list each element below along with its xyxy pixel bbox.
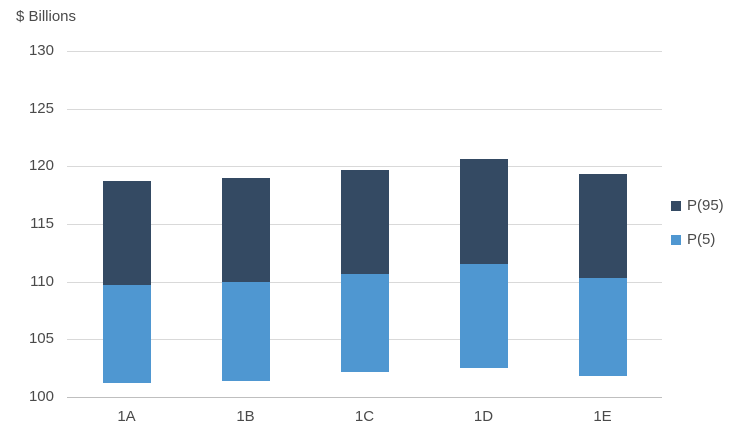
chart-title: $ Billions [16,8,77,25]
x-tick-label-1B: 1B [236,408,255,425]
gridline-130 [67,51,662,52]
x-tick-label-1C: 1C [354,408,375,425]
bar-1B-p95 [221,177,270,282]
y-tick-label-105: 105 [28,330,54,348]
legend-swatch-p5-icon [671,234,681,245]
x-tick-label-1E: 1E [593,408,612,425]
bar-1E-p5 [578,278,627,377]
y-tick-label-100: 100 [28,388,54,405]
y-tick-label-115: 115 [30,215,54,232]
x-tick-label-1A: 1A [117,408,136,425]
bar-1A-p95 [102,181,151,286]
bar-1E-p95 [578,174,627,279]
y-tick-label-120: 120 [28,157,54,175]
x-axis-line [67,397,662,398]
legend-label-p5: P(5) [687,231,716,248]
plot-area [67,51,662,398]
legend-label-p95: P(95) [687,197,724,214]
y-tick-label-130: 130 [28,42,54,59]
gridline-120 [67,166,662,168]
bar-1C-p5 [340,273,389,372]
bar-1D-p95 [459,159,508,265]
x-tick-label-1D: 1D [473,408,494,425]
y-tick-label-110: 110 [30,272,54,290]
legend-item-p95: P(95) [671,197,724,214]
bar-1D-p5 [459,264,508,369]
y-tick-label-125: 125 [28,99,54,117]
legend-item-p5: P(5) [671,231,724,248]
bar-1C-p95 [340,169,389,274]
legend-swatch-p95-icon [671,200,681,211]
legend: P(95) P(5) [671,197,724,248]
bar-1A-p5 [102,285,151,384]
gridline-125 [67,108,662,110]
bar-1B-p5 [221,281,270,381]
